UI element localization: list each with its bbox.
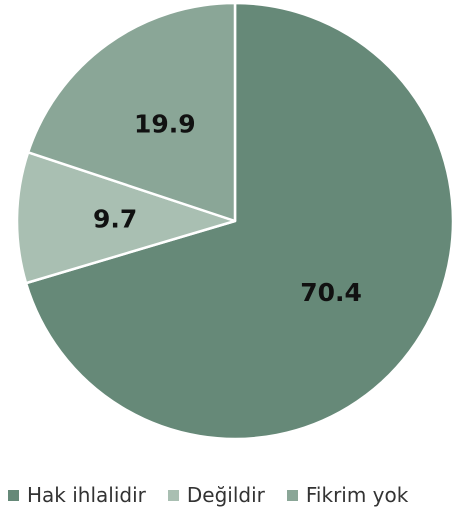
data-label-degildir: 9.7 [93,205,137,234]
legend: Hak ihlalidir Değildir Fikrim yok [8,480,430,510]
pie-slice-degildir [15,151,237,285]
pie-slice-hak-ihlalidir [24,1,455,441]
legend-label-fikrim-yok: Fikrim yok [305,483,409,507]
pie-chart: 70.4 9.7 19.9 [15,1,455,441]
legend-item-degildir: Değildir [167,483,265,507]
legend-label-degildir: Değildir [186,483,265,507]
legend-swatch-fikrim-yok [286,489,298,501]
legend-label-hak-ihlalidir: Hak ihlalidir [27,483,146,507]
data-label-fikrim-yok: 19.9 [134,109,196,138]
data-label-hak-ihlalidir: 70.4 [300,278,362,307]
pie-slices [15,1,455,441]
legend-item-fikrim-yok: Fikrim yok [286,483,409,507]
legend-swatch-degildir [167,489,179,501]
legend-item-hak-ihlalidir: Hak ihlalidir [8,483,146,507]
pie-slice-fikrim-yok [26,1,237,223]
legend-swatch-hak-ihlalidir [8,489,19,501]
pie-data-labels: 70.4 9.7 19.9 [93,109,362,307]
